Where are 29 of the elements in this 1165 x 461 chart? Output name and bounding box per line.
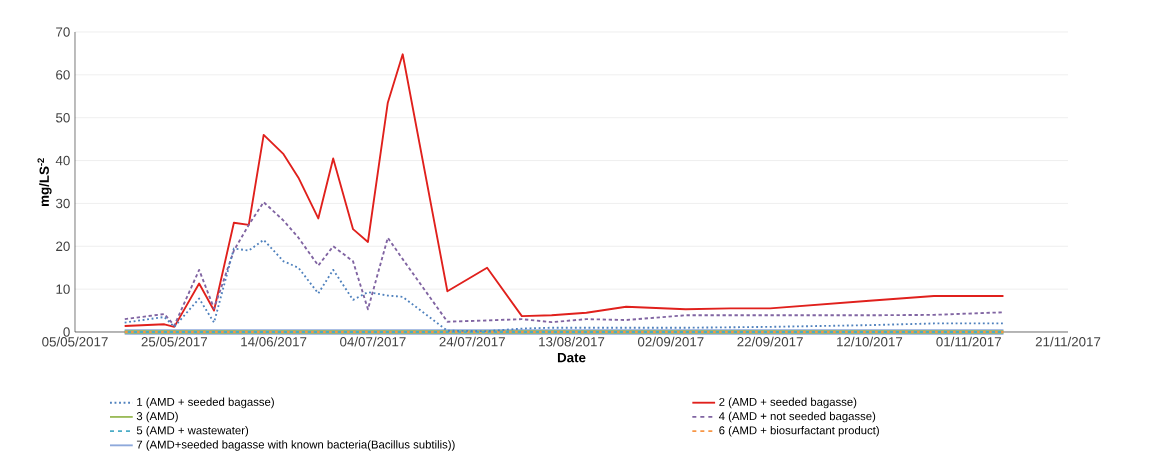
y-axis-title: mg/LS$^{-2}$: [37, 158, 52, 206]
line-series: [123, 53, 1005, 328]
x-tick-label: 22/09/2017: [737, 336, 803, 347]
legend-label: 3 (AMD): [136, 411, 178, 423]
y-tick-label: 70: [56, 27, 70, 37]
legend-label: 7 (AMD+seeded bagasse with known bacteria(Bacillus subtilis)): [136, 440, 455, 451]
x-tick-label: 14/06/2017: [241, 336, 307, 347]
y-tick-label: 10: [56, 284, 70, 294]
x-tick-label: 24/07/2017: [439, 336, 505, 347]
y-tick-label: 50: [56, 113, 70, 123]
x-tick-label: 02/09/2017: [637, 336, 704, 347]
x-tick-label: 05/05/2017: [42, 336, 108, 347]
x-tick-label: 21/11/2017: [1035, 336, 1101, 347]
y-tick-label: 20: [56, 241, 70, 251]
legend-label: 5 (AMD + wastewater): [136, 426, 249, 437]
y-tick-label: 0: [63, 327, 70, 337]
y-tick-label: 60: [56, 70, 70, 80]
y-tick-label: 30: [55, 198, 70, 209]
x-axis-title: Date: [557, 352, 586, 363]
y-tick-label: 40: [55, 155, 70, 166]
legend-label: 1 (AMD + seeded bagasse): [137, 397, 274, 409]
x-tick-label: 12/10/2017: [837, 336, 903, 347]
x-tick-label: 13/08/2017: [539, 336, 605, 347]
x-tick-label: 04/07/2017: [340, 336, 406, 347]
legend-label: 6 (AMD + biosurfactant product): [719, 426, 879, 437]
legend-label: 2 (AMD + seeded bagasse): [719, 397, 857, 409]
legend-label: 4 (AMD + not seeded bagasse): [718, 411, 876, 423]
x-tick-label: 25/05/2017: [141, 336, 207, 347]
x-tick-label: 01/11/2017: [936, 336, 1001, 347]
